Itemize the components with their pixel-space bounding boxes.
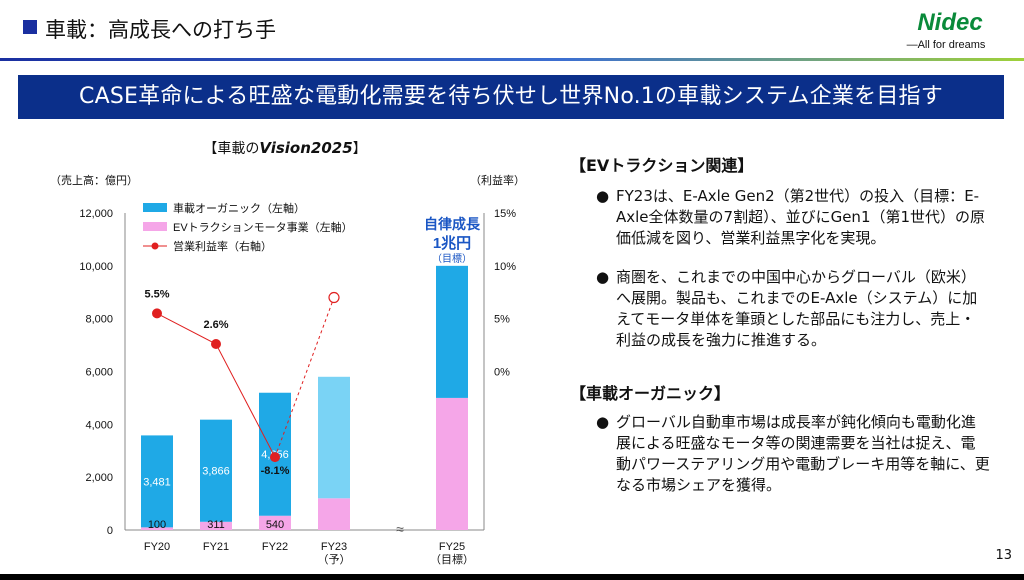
chart-title-suffix: 】	[352, 141, 367, 157]
organic-bar	[141, 435, 173, 528]
margin-forecast-point	[328, 291, 340, 304]
target-label-amount: 1兆円	[433, 235, 471, 252]
logo-tagline: —All for dreams	[907, 39, 986, 51]
bullet-dot-icon: ●	[596, 187, 610, 205]
headline-banner: CASE革命による旺盛な電動化需要を待ち伏せし世界No.1の車載システム企業を目…	[18, 75, 1004, 119]
left-tick-label: 2,000	[85, 472, 113, 484]
ev-motor-bar	[318, 498, 350, 530]
bullet-item: ● FY23は、E-Axle Gen2（第2世代）の投入（目標：E-Axle全体数…	[596, 186, 990, 249]
target-label-growth: 自律成長	[424, 216, 481, 232]
page-title: 車載：高成長への打ち手	[45, 18, 276, 42]
ev-motor-bar	[200, 521, 232, 530]
margin-point	[270, 452, 280, 463]
nidec-logo: Nidec —All for dreams	[907, 9, 986, 51]
ev-value-label: 540	[266, 519, 284, 531]
section-heading: 【車載オーガニック】	[570, 384, 731, 403]
margin-value-label: 2.6%	[203, 319, 228, 331]
x-tick-label: FY20	[144, 541, 170, 553]
bullet-dot-icon: ●	[596, 268, 610, 286]
left-tick-label: 12,000	[79, 208, 113, 220]
bullet-text: FY23は、E-Axle Gen2（第2世代）の投入（目標：E-Axle全体数量…	[616, 187, 986, 247]
organic-value-label: 3,866	[202, 466, 230, 478]
legend-organic-label: 車載オーガニック（左軸）	[173, 201, 305, 215]
margin-value-label: -8.1%	[261, 465, 290, 477]
ev-motor-bar	[436, 397, 468, 530]
left-tick-label: 0	[107, 525, 113, 537]
right-tick-label: 5%	[494, 314, 510, 326]
organic-bar	[200, 419, 232, 522]
legend-organic-swatch	[143, 203, 167, 212]
left-tick-label: 10,000	[79, 261, 113, 273]
ev-motor-bar	[141, 527, 173, 530]
legend-margin-marker	[151, 242, 159, 250]
organic-value-label: 3,481	[143, 476, 171, 488]
left-tick-label: 8,000	[85, 314, 113, 326]
ev-value-label: 311	[207, 519, 225, 531]
bullet-item: ● 商圏を、これまでの中国中心からグローバル（欧米）へ展開。製品も、これまでのE-…	[596, 267, 990, 351]
x-tick-label: FY23	[321, 541, 347, 553]
header-rule	[0, 58, 1024, 61]
page-number: 13	[995, 548, 1012, 563]
margin-point	[152, 308, 162, 319]
margin-point	[211, 339, 221, 350]
right-tick-label: 0%	[494, 367, 510, 379]
ev-value-label: 100	[148, 519, 166, 531]
x-tick-label: （目標）	[430, 552, 474, 566]
target-label-note: （目標）	[432, 252, 472, 265]
chart-title: 【車載のVision2025】	[170, 138, 400, 158]
legend-ev-label: EVトラクションモータ事業（左軸）	[173, 220, 353, 234]
legend-margin-label: 営業利益率（右軸）	[173, 239, 272, 253]
legend-ev-swatch	[143, 222, 167, 231]
margin-forecast-line	[274, 297, 335, 458]
right-tick-label: 10%	[494, 261, 516, 273]
ev-motor-bar	[259, 515, 291, 530]
margin-value-label: 5.5%	[144, 288, 169, 300]
x-tick-label: FY25	[439, 541, 465, 553]
title-marker	[23, 20, 37, 34]
right-axis-unit: （利益率）	[470, 174, 525, 187]
vision2025-chart: 0 2,000 4,000 6,000 8,000 10,000 12,000 0% 5% 10%…	[79, 201, 516, 566]
left-tick-label: 4,000	[85, 419, 113, 431]
right-tick-label: 15%	[494, 208, 516, 220]
section-heading: 【EVトラクション関連】	[570, 156, 754, 175]
bullet-item: ● グローバル自動車市場は成長率が鈍化傾向も電動化進展による旺盛なモータ等の関連需…	[596, 412, 990, 496]
axis-break-mark: ≈	[396, 521, 404, 537]
left-axis-unit: （売上高：億円）	[50, 174, 138, 187]
x-tick-label: FY22	[262, 541, 288, 553]
bullet-text: グローバル自動車市場は成長率が鈍化傾向も電動化進展による旺盛なモータ等の関連需要…	[616, 413, 990, 494]
bullet-text: 商圏を、これまでの中国中心からグローバル（欧米）へ展開。製品も、これまでのE-A…	[616, 268, 978, 349]
bullet-dot-icon: ●	[596, 413, 610, 431]
organic-bar	[436, 265, 468, 398]
chart-title-vision: Vision2025	[259, 139, 353, 157]
organic-bar	[318, 376, 350, 499]
chart-title-prefix: 【車載の	[203, 141, 260, 157]
left-tick-label: 6,000	[85, 367, 113, 379]
x-tick-label: FY21	[203, 541, 229, 553]
bottom-bar	[0, 574, 1024, 580]
x-tick-label: （予）	[318, 553, 351, 566]
logo-wordmark: Nidec	[917, 9, 982, 36]
